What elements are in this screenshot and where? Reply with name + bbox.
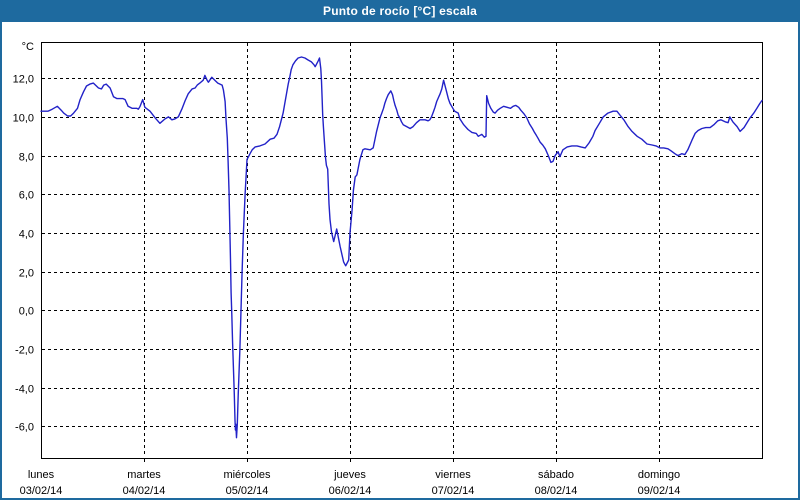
day-name-label: viernes bbox=[435, 469, 471, 481]
y-tick-label: -2,0 bbox=[15, 345, 34, 357]
y-tick-label: 6,0 bbox=[19, 190, 34, 202]
y-tick-label: 12,0 bbox=[13, 74, 34, 86]
day-name-label: sábado bbox=[538, 469, 574, 481]
day-date-label: 06/02/14 bbox=[329, 485, 372, 497]
window-title: Punto de rocío [°C] escala bbox=[322, 4, 478, 18]
y-tick-label: 2,0 bbox=[19, 268, 34, 280]
plot-frame bbox=[41, 42, 763, 459]
day-name-label: martes bbox=[127, 469, 161, 481]
day-name-label: lunes bbox=[28, 469, 55, 481]
day-date-label: 09/02/14 bbox=[638, 485, 681, 497]
y-tick-label: 4,0 bbox=[19, 229, 34, 241]
day-name-label: miércoles bbox=[223, 469, 271, 481]
day-date-label: 03/02/14 bbox=[20, 485, 63, 497]
y-tick-label: 0,0 bbox=[19, 306, 34, 318]
y-tick-label: -6,0 bbox=[15, 422, 34, 434]
day-date-label: 04/02/14 bbox=[123, 485, 166, 497]
day-date-label: 07/02/14 bbox=[432, 485, 475, 497]
y-axis-unit-label: °C bbox=[22, 41, 34, 53]
day-date-label: 08/02/14 bbox=[535, 485, 578, 497]
dew-point-line bbox=[40, 56, 763, 439]
day-name-label: domingo bbox=[638, 469, 680, 481]
y-tick-label: 10,0 bbox=[13, 113, 34, 125]
day-name-label: jueves bbox=[333, 469, 366, 481]
window-titlebar: Punto de rocío [°C] escala bbox=[0, 0, 800, 22]
y-tick-label: -4,0 bbox=[15, 384, 34, 396]
day-date-label: 05/02/14 bbox=[226, 485, 269, 497]
y-tick-label: 8,0 bbox=[19, 152, 34, 164]
